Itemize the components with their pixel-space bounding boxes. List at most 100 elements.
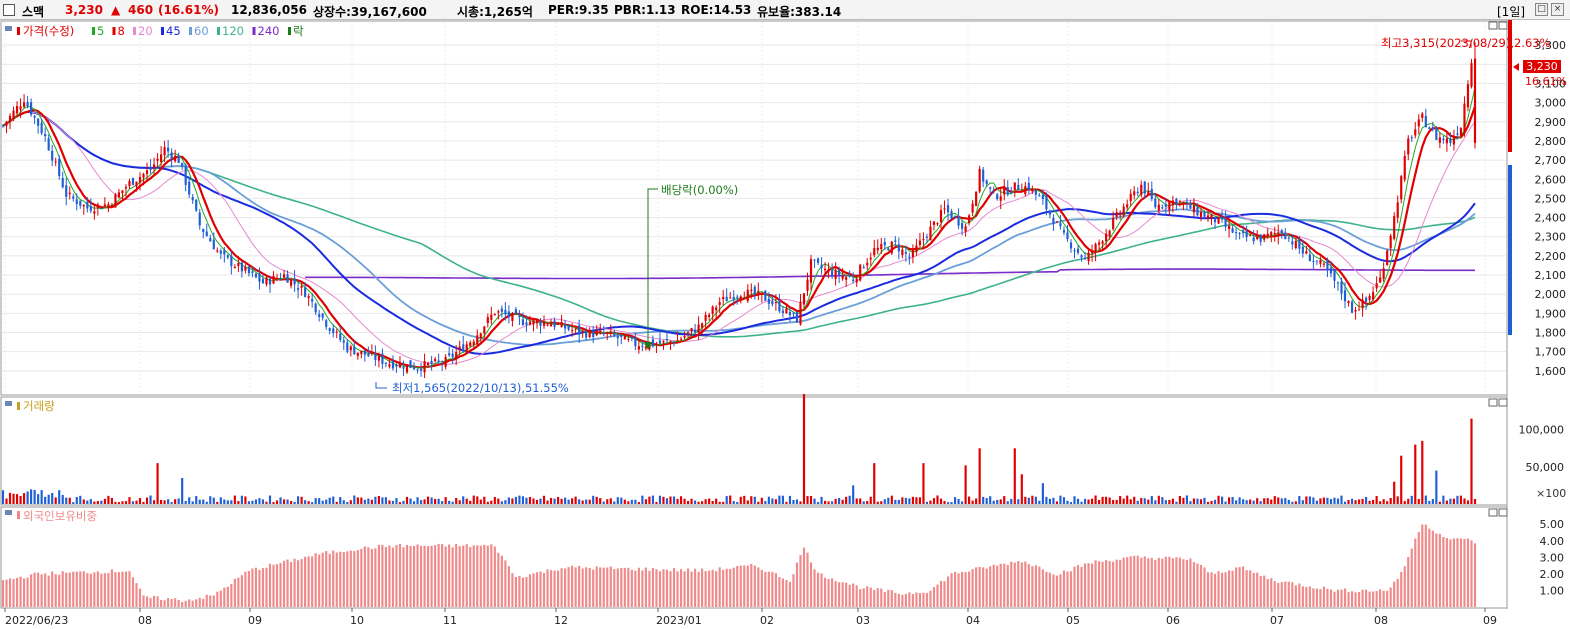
volume-bar bbox=[325, 499, 328, 504]
foreign-ratio-bar bbox=[767, 571, 770, 607]
foreign-ratio-bar bbox=[809, 562, 813, 607]
volume-bar bbox=[247, 501, 251, 504]
volume-bar bbox=[1438, 501, 1441, 504]
candle-body bbox=[620, 334, 623, 337]
volume-bar bbox=[1150, 496, 1153, 504]
volume-bar bbox=[286, 499, 289, 504]
volume-bar bbox=[346, 502, 349, 504]
volume-bar bbox=[1126, 495, 1129, 504]
foreign-ratio-bar bbox=[1301, 586, 1304, 607]
foreign-ratio-bar bbox=[627, 567, 630, 607]
volume-bar bbox=[342, 500, 345, 504]
candle-body bbox=[37, 118, 40, 126]
volume-bar bbox=[1410, 495, 1413, 504]
foreign-ratio-bar bbox=[1452, 538, 1456, 607]
foreign-ratio-bar bbox=[1108, 560, 1111, 607]
candle-series bbox=[1, 42, 1477, 379]
volume-bar bbox=[145, 497, 149, 504]
volume-bar bbox=[623, 499, 626, 504]
foreign-ratio-bar bbox=[1024, 561, 1027, 607]
foreign-ratio-bar bbox=[760, 569, 763, 607]
candle-body bbox=[476, 335, 479, 345]
foreign-ratio-bar bbox=[1203, 567, 1206, 607]
candle-body bbox=[282, 274, 286, 278]
volume-bar bbox=[472, 495, 475, 504]
foreign-ratio-bar bbox=[314, 553, 317, 607]
select-checkbox[interactable] bbox=[3, 4, 15, 16]
volume-bar bbox=[1245, 500, 1248, 504]
volume-bar bbox=[665, 498, 669, 504]
candle-body bbox=[458, 346, 461, 351]
stock-chart[interactable]: 1,600 1,700 1,800 1,900 2,000 2,100 2,200 2,300… bbox=[0, 20, 1570, 629]
volume-bar bbox=[757, 501, 760, 504]
candle-body bbox=[771, 300, 774, 305]
foreign-ratio-bar bbox=[22, 578, 26, 607]
volume-bar bbox=[507, 497, 510, 504]
volume-bar bbox=[363, 499, 366, 504]
foreign-ratio-bar bbox=[1238, 567, 1241, 607]
volume-bar bbox=[469, 500, 472, 504]
candle-body bbox=[1428, 127, 1431, 130]
volume-bar bbox=[785, 501, 788, 504]
candle-body bbox=[184, 165, 187, 185]
candle-body bbox=[149, 166, 152, 171]
foreign-ratio-bar bbox=[1094, 560, 1097, 607]
foreign-ratio-bar bbox=[996, 565, 999, 607]
candle-body bbox=[1298, 238, 1301, 249]
volume-bar bbox=[1224, 501, 1227, 504]
foreign-ratio-bar bbox=[332, 550, 335, 607]
foreign-ratio-bar bbox=[1252, 572, 1255, 607]
candle-body bbox=[1161, 207, 1164, 209]
candle-body bbox=[1192, 205, 1196, 213]
candle-body bbox=[592, 331, 595, 337]
volume-bar bbox=[964, 465, 967, 504]
volume-bar bbox=[142, 501, 145, 504]
volume-bar bbox=[1242, 499, 1245, 504]
candle-body bbox=[261, 278, 265, 284]
volume-bar bbox=[634, 499, 637, 504]
volume-bar bbox=[462, 496, 465, 504]
panel-buttons[interactable] bbox=[1488, 21, 1508, 517]
candle-body bbox=[1424, 115, 1427, 128]
x-tick-label: 03 bbox=[856, 614, 870, 627]
foreign-ratio-bar bbox=[1034, 565, 1037, 607]
volume-bar bbox=[110, 497, 113, 504]
volume-bar bbox=[711, 500, 714, 504]
maximize-icon[interactable]: □ bbox=[1535, 3, 1548, 16]
close-icon[interactable]: × bbox=[1551, 3, 1564, 16]
volume-bar bbox=[925, 501, 929, 504]
foreign-tick-label: 2.00 bbox=[1540, 568, 1565, 581]
foreign-ratio-bar bbox=[490, 544, 493, 607]
candle-body bbox=[12, 110, 15, 120]
candle-body bbox=[514, 309, 518, 315]
foreign-ratio-bar bbox=[1386, 590, 1389, 607]
candle-body bbox=[1414, 129, 1417, 136]
candle-body bbox=[665, 339, 669, 341]
foreign-ratio-bar bbox=[1403, 566, 1406, 607]
current-price-tag-text: 3,230 bbox=[1526, 60, 1558, 73]
volume-bar bbox=[1112, 499, 1115, 504]
foreign-ratio-bar bbox=[1466, 538, 1470, 607]
candle-body bbox=[1038, 195, 1041, 197]
foreign-ratio-bar bbox=[855, 585, 858, 607]
volume-bar bbox=[585, 499, 588, 504]
candle-body bbox=[1122, 206, 1125, 216]
foreign-ratio-bar bbox=[1343, 588, 1347, 607]
period-selector[interactable]: [1일] bbox=[1497, 5, 1526, 19]
current-price-tag bbox=[1523, 60, 1561, 73]
candle-body bbox=[1154, 198, 1157, 208]
candle-body bbox=[448, 353, 451, 356]
foreign-ratio-bar bbox=[163, 600, 166, 607]
candle-body bbox=[1178, 201, 1181, 203]
volume-bar bbox=[268, 495, 272, 504]
volume-bar bbox=[1333, 497, 1336, 504]
candle-body bbox=[117, 192, 121, 198]
candle-body bbox=[518, 315, 521, 318]
foreign-ratio-bar bbox=[1379, 589, 1382, 607]
candle-body bbox=[658, 340, 662, 344]
volume-bar bbox=[1449, 498, 1452, 504]
candle-body bbox=[1027, 182, 1030, 190]
candle-body bbox=[985, 180, 988, 184]
candle-body bbox=[1143, 181, 1146, 194]
volume-bar bbox=[444, 497, 447, 504]
